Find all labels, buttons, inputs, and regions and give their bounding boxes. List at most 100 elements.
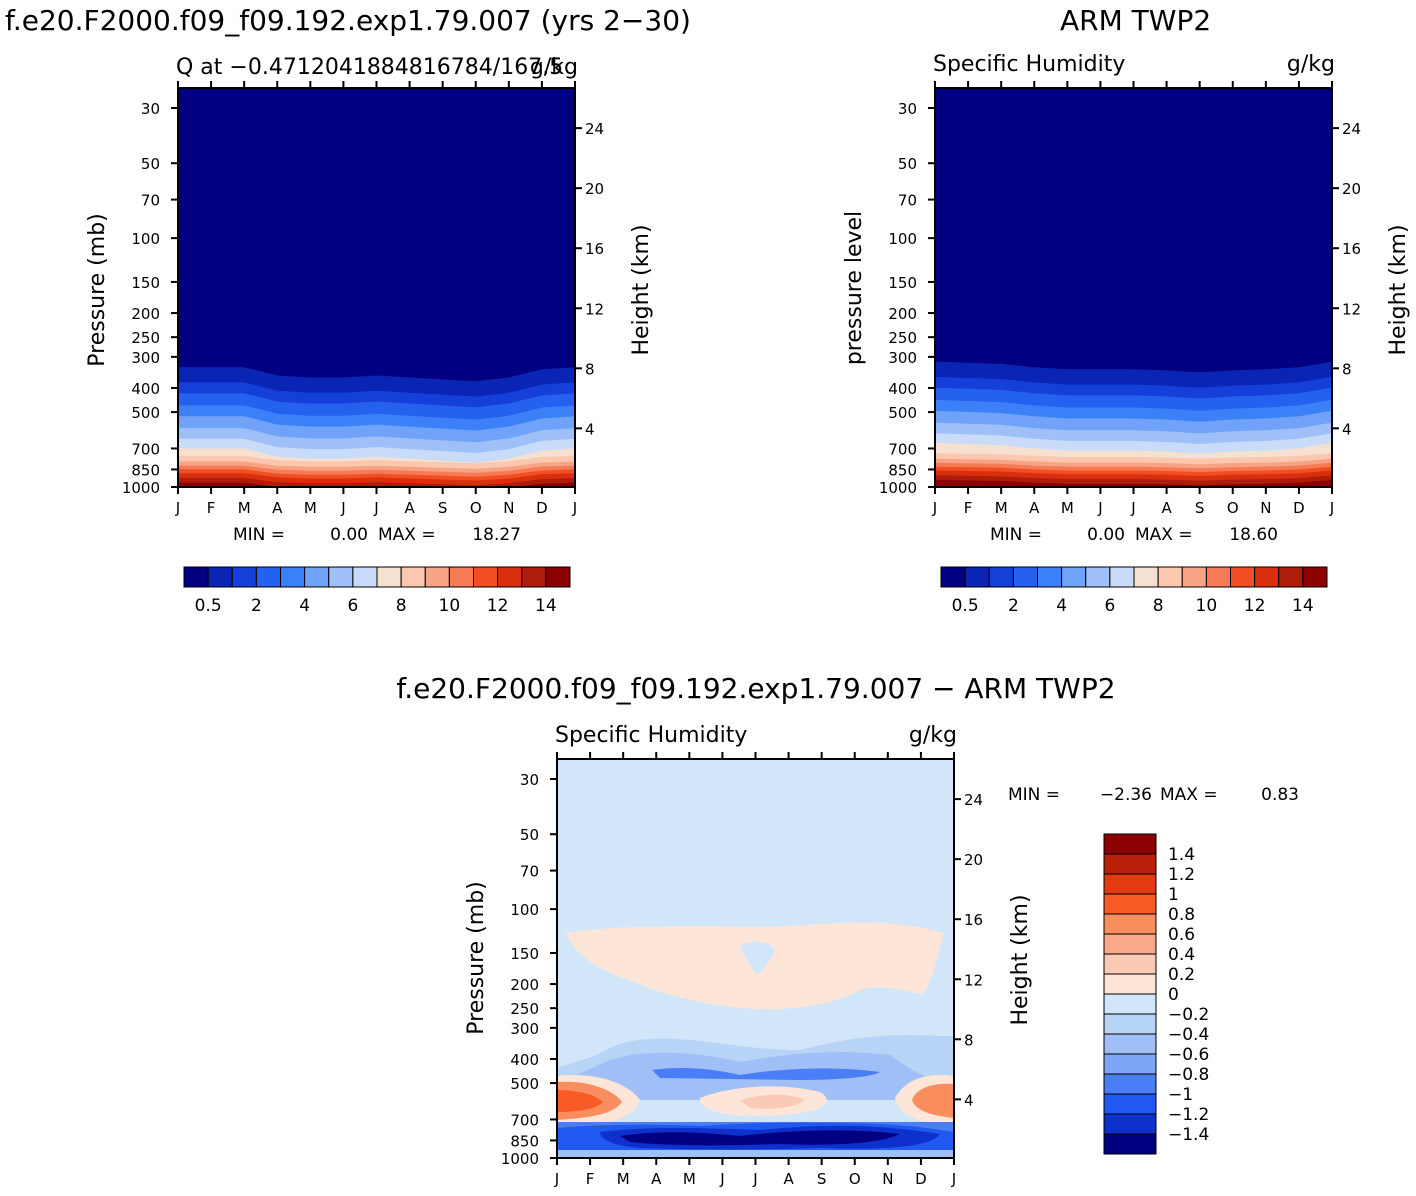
- obs-xtick-label: J: [1329, 499, 1334, 517]
- obs-xtick-label: A: [1029, 499, 1040, 517]
- difference-ytick-label: 500: [510, 1075, 539, 1093]
- obs-ytick-label: 50: [898, 155, 917, 173]
- obs-xtick-label: A: [1161, 499, 1172, 517]
- obs-ytick-label: 850: [888, 461, 917, 479]
- difference-xtick-label: N: [882, 1170, 893, 1188]
- obs-colorbar-swatch: [1109, 566, 1135, 588]
- model-ytick-label: 50: [141, 155, 160, 173]
- difference-colorbar-swatch: [1103, 1073, 1157, 1095]
- obs-colorbar-label: 0.5: [952, 596, 979, 616]
- difference-colorbar-swatch: [1103, 853, 1157, 875]
- difference-colorbar-swatch: [1103, 1013, 1157, 1035]
- model-colorbar-swatch: [231, 566, 257, 588]
- model-xtick-label: F: [207, 499, 216, 517]
- difference-y2tick-label: 16: [964, 911, 983, 929]
- difference-ytick-label: 50: [520, 826, 539, 844]
- obs-units: g/kg: [1287, 52, 1335, 77]
- model-colorbar-label: 12: [487, 596, 509, 616]
- obs-colorbar-label: 4: [1056, 596, 1067, 616]
- obs-humidity-field: [935, 88, 1332, 487]
- model-colorbar-swatch: [304, 566, 330, 588]
- model-y2tick-label: 24: [585, 120, 604, 138]
- model-colorbar-swatch: [473, 566, 499, 588]
- obs-y2tick-label: 8: [1342, 360, 1352, 378]
- difference-min-value: −2.36: [1100, 785, 1152, 805]
- model-ytick-label: 70: [141, 192, 160, 210]
- difference-colorbar-swatch: [1103, 993, 1157, 1015]
- difference-xtick-label: D: [915, 1170, 927, 1188]
- difference-colorbar-label: −0.6: [1168, 1045, 1209, 1065]
- model-colorbar-swatch: [545, 566, 571, 588]
- obs-colorbar-label: 8: [1153, 596, 1164, 616]
- difference-ytick-label: 70: [520, 863, 539, 881]
- difference-colorbar-label: 1.2: [1168, 865, 1195, 885]
- obs-ytick-label: 1000: [879, 479, 917, 497]
- model-colorbar-swatch: [497, 566, 523, 588]
- difference-min-label: MIN =: [1008, 785, 1060, 805]
- difference-axes: J F M A M J J A S O N D J 30 50 70 100 150 200 250 300 400 500…: [501, 752, 983, 1188]
- difference-colorbar-swatch: [1103, 953, 1157, 975]
- difference-colorbar-label: −1: [1168, 1085, 1193, 1105]
- difference-ytick-label: 300: [510, 1020, 539, 1038]
- diff-right-positive-lobe-core: [912, 1083, 954, 1118]
- difference-colorbar-label: 0.4: [1168, 945, 1195, 965]
- obs-ytick-label: 250: [888, 329, 917, 347]
- difference-colorbar-swatch: [1103, 913, 1157, 935]
- obs-y2tick-label: 4: [1342, 420, 1352, 438]
- obs-xtick-label: S: [1195, 499, 1205, 517]
- obs-y2tick-label: 24: [1342, 120, 1361, 138]
- model-xtick-label: J: [373, 499, 378, 517]
- difference-colorbar-swatch: [1103, 893, 1157, 915]
- difference-colorbar-swatch: [1103, 873, 1157, 895]
- obs-colorbar-label: 12: [1244, 596, 1266, 616]
- model-colorbar-swatch: [255, 566, 281, 588]
- difference-ytick-label: 1000: [501, 1150, 539, 1168]
- obs-xtick-label: M: [995, 499, 1008, 517]
- obs-xtick-label: F: [964, 499, 973, 517]
- obs-ytick-label: 100: [888, 230, 917, 248]
- obs-xtick-label: N: [1260, 499, 1271, 517]
- model-colorbar-label: 6: [347, 596, 358, 616]
- model-max-label: MAX =: [378, 525, 436, 545]
- obs-xtick-label: J: [1097, 499, 1102, 517]
- model-colorbar-swatch: [328, 566, 354, 588]
- diff-lower-positive-core: [740, 1094, 805, 1109]
- difference-y2tick-label: 4: [964, 1091, 974, 1109]
- model-colorbar-swatch: [400, 566, 426, 588]
- model-ylabel: Pressure (mb): [85, 213, 110, 367]
- difference-colorbar-label: 0: [1168, 985, 1179, 1005]
- difference-ytick-label: 400: [510, 1051, 539, 1069]
- model-xtick-label: J: [572, 499, 577, 517]
- difference-xtick-label: S: [817, 1170, 827, 1188]
- difference-y2tick-label: 8: [964, 1031, 974, 1049]
- difference-max-value: 0.83: [1261, 785, 1299, 805]
- difference-xtick-label: M: [617, 1170, 630, 1188]
- model-ytick-label: 250: [131, 329, 160, 347]
- obs-colorbar-swatch: [1037, 566, 1063, 588]
- model-xtick-label: M: [304, 499, 317, 517]
- model-min-label: MIN =: [233, 525, 285, 545]
- difference-panel: Specific Humidity g/kg Pressure (mb) Hei…: [464, 723, 1299, 1188]
- obs-ytick-label: 30: [898, 100, 917, 118]
- difference-ytick-label: 150: [510, 945, 539, 963]
- difference-xtick-label: A: [651, 1170, 662, 1188]
- model-colorbar-swatch: [521, 566, 547, 588]
- obs-xtick-label: D: [1293, 499, 1305, 517]
- obs-ytick-label: 700: [888, 440, 917, 458]
- model-colorbar-swatch: [183, 566, 209, 588]
- obs-colorbar-label: 14: [1292, 596, 1314, 616]
- difference-colorbar-label: 1: [1168, 885, 1179, 905]
- model-colorbar-label: 14: [535, 596, 557, 616]
- obs-colorbar-swatch: [1085, 566, 1111, 588]
- obs-colorbar-swatch: [964, 566, 990, 588]
- right-panel-title: ARM TWP2: [1060, 4, 1211, 37]
- difference-xtick-label: J: [719, 1170, 724, 1188]
- obs-y2tick-label: 12: [1342, 300, 1361, 318]
- model-colorbar-label: 10: [439, 596, 461, 616]
- model-humidity-band: [178, 478, 575, 487]
- difference-colorbar-label: −0.2: [1168, 1005, 1209, 1025]
- obs-colorbar-swatch: [1012, 566, 1038, 588]
- model-xtick-label: O: [470, 499, 482, 517]
- difference-colorbar-swatch: [1103, 933, 1157, 955]
